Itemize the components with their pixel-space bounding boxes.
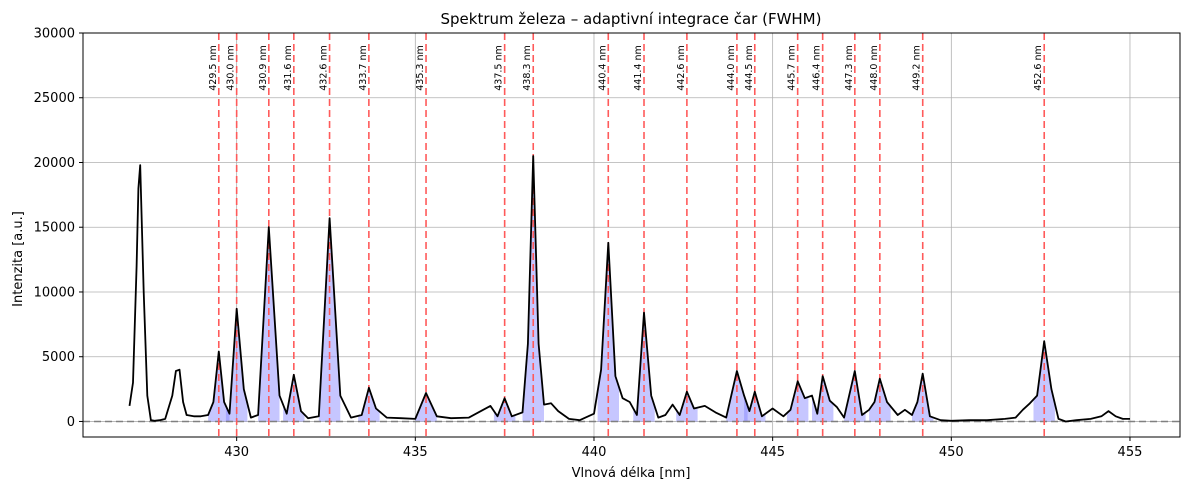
- y-tick-label: 30000: [34, 27, 75, 42]
- line-marker-label: 432.6 nm: [319, 45, 330, 91]
- integration-area: [676, 391, 698, 422]
- y-tick-label: 10000: [34, 285, 75, 300]
- integration-area: [1033, 341, 1055, 422]
- y-axis-ticks: 0 5000 10000 15000 20000 25000 30000: [34, 27, 83, 430]
- x-tick-label: 430: [224, 445, 249, 460]
- x-axis-ticks: 430 435 440 445 450 455: [224, 437, 1142, 460]
- x-tick-label: 455: [1118, 445, 1143, 460]
- line-marker-label: 438.3 nm: [522, 45, 533, 91]
- line-marker-label: 448.0 nm: [869, 45, 880, 91]
- line-marker-label: 442.6 nm: [676, 45, 687, 91]
- x-tick-label: 450: [939, 445, 964, 460]
- x-tick-label: 440: [582, 445, 607, 460]
- line-marker-label: 431.6 nm: [283, 45, 294, 91]
- line-marker-label: 433.7 nm: [358, 45, 369, 91]
- spectrum-series-line: [128, 155, 1130, 423]
- line-marker-label: 444.0 nm: [726, 45, 737, 91]
- y-tick-label: 5000: [42, 350, 75, 365]
- y-tick-label: 0: [67, 415, 75, 430]
- y-tick-label: 25000: [34, 91, 75, 106]
- x-tick-label: 435: [403, 445, 428, 460]
- y-tick-label: 20000: [34, 156, 75, 171]
- line-marker-label: 435.3 nm: [415, 45, 426, 91]
- line-marker-label: 452.6 nm: [1033, 45, 1044, 91]
- line-marker-label: 440.4 nm: [597, 45, 608, 91]
- grid-layer: [83, 32, 1180, 437]
- line-marker-label: 444.5 nm: [744, 45, 755, 91]
- emission-line-markers: 429.5 nm 430.0 nm 430.9 nm 431.6 nm 432.6 nm…: [208, 33, 1046, 437]
- line-marker-label: 441.4 nm: [633, 45, 644, 91]
- line-marker-label: 437.5 nm: [494, 45, 505, 91]
- line-marker-label: 447.3 nm: [844, 45, 855, 91]
- chart-title: Spektrum železa – adaptivní integrace ča…: [441, 10, 822, 28]
- line-marker-label: 446.4 nm: [812, 45, 823, 91]
- y-tick-label: 15000: [34, 221, 75, 236]
- x-axis-label: Vlnová délka [nm]: [572, 466, 691, 481]
- line-marker-label: 449.2 nm: [912, 45, 923, 91]
- integration-area: [744, 391, 766, 422]
- plot-frame: [82, 32, 1181, 438]
- line-marker-label: 430.9 nm: [258, 45, 269, 91]
- integration-fill-layer: [208, 156, 1055, 422]
- line-marker-label: 429.5 nm: [208, 45, 219, 91]
- line-marker-label: 430.0 nm: [226, 45, 237, 91]
- line-marker-label: 445.7 nm: [787, 45, 798, 91]
- y-axis-label: Intenzita [a.u.]: [11, 211, 26, 307]
- integration-area: [358, 387, 380, 422]
- x-tick-label: 445: [760, 445, 785, 460]
